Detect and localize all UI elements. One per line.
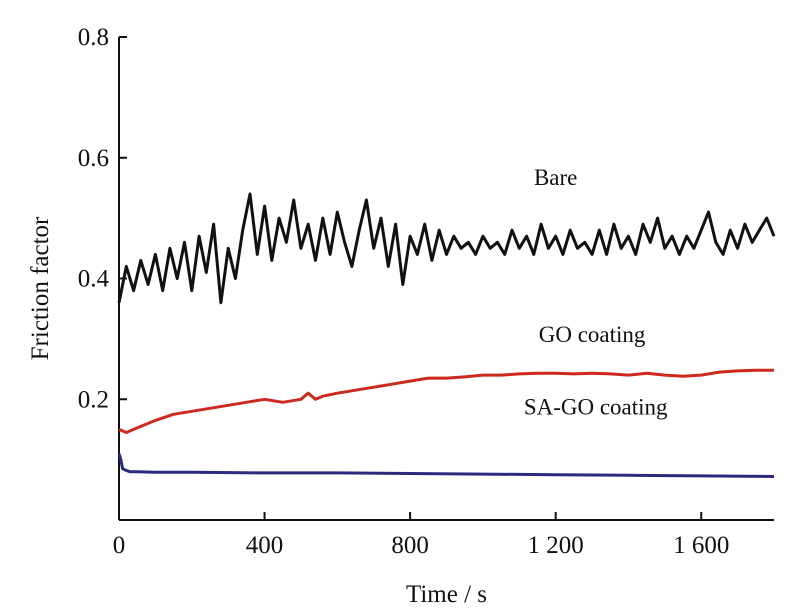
series-layer	[117, 192, 776, 478]
series-line-sa-go-coating	[117, 453, 775, 478]
x-tick-label: 1 200	[528, 532, 584, 559]
y-tick-label: 0.4	[78, 266, 110, 293]
series-label-go-coating: GO coating	[539, 322, 646, 347]
y-axis-title: Friction factor	[27, 216, 54, 360]
series-line-bare	[117, 192, 776, 305]
y-tick-label: 0.2	[78, 386, 109, 413]
annotation-layer: Bare GO coating SA-GO coating	[524, 165, 668, 419]
series-line-go-coating	[118, 368, 774, 434]
x-tick-label: 800	[391, 532, 429, 559]
x-tick-label: 0	[113, 532, 126, 559]
y-tick-label: 0.8	[78, 24, 109, 51]
x-tick-label: 400	[246, 532, 284, 559]
x-axis-title: Time / s	[406, 581, 487, 608]
series-label-sa-go-coating: SA-GO coating	[524, 394, 668, 419]
x-tick-label: 1 600	[673, 532, 729, 559]
ticks-layer: 0 400 800 1 200 1 600 0.2 0.4 0.6 0.8	[78, 24, 730, 559]
series-label-bare: Bare	[534, 165, 577, 190]
y-tick-label: 0.6	[78, 145, 109, 172]
